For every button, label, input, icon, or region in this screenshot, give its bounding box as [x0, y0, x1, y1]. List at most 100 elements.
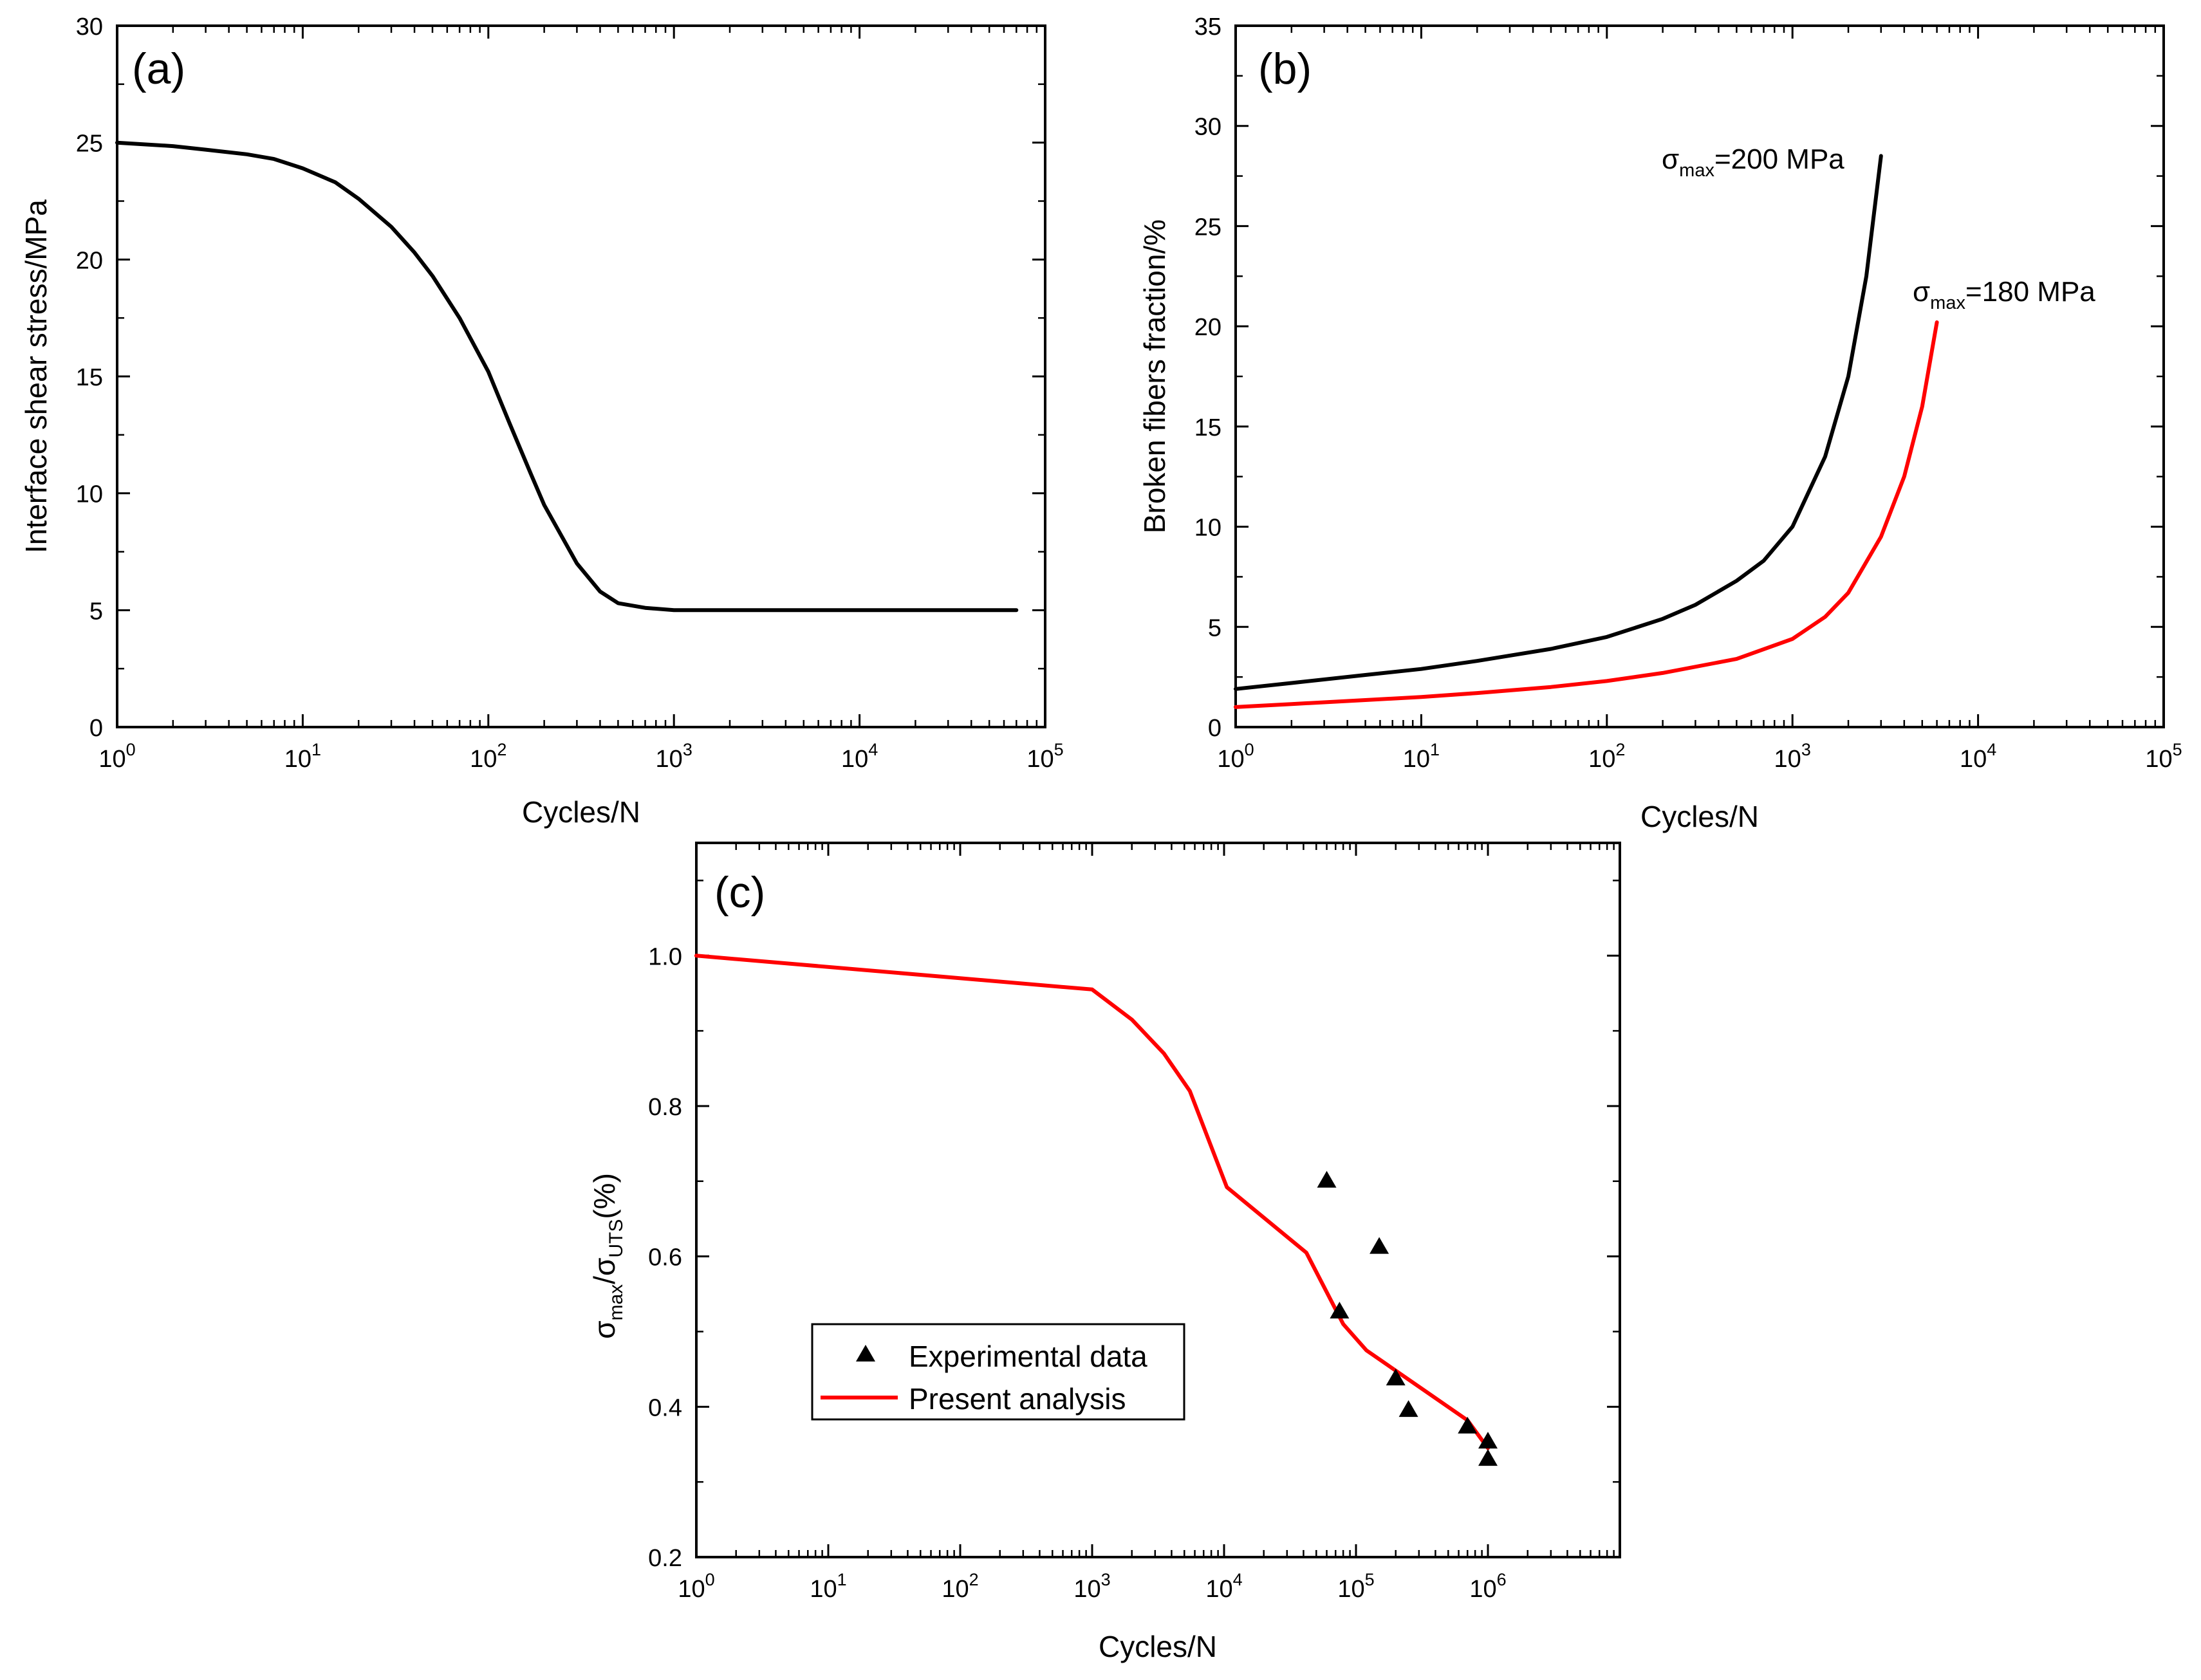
panel-b-x-axis-title: Cycles/N	[1640, 800, 1759, 833]
x-tick-label: 100	[678, 1570, 714, 1603]
series-line	[694, 954, 1490, 1450]
panel-c-x-axis-title: Cycles/N	[1099, 1630, 1217, 1663]
panel-b-y-axis-title: Broken fibers fraction/%	[1138, 219, 1171, 533]
panel-c-y-axis-title: σmax/σUTS(%)	[588, 1173, 627, 1339]
x-tick-base: 10	[1337, 1576, 1364, 1603]
x-tick-exponent: 2	[969, 1570, 979, 1589]
panel-b-label: (b)	[1258, 44, 1312, 93]
x-tick-label: 101	[810, 1570, 846, 1603]
x-tick-label: 104	[1960, 740, 1996, 773]
x-tick-base: 10	[470, 746, 497, 773]
x-tick-label: 105	[1337, 1570, 1374, 1603]
x-tick-exponent: 4	[1233, 1570, 1243, 1589]
x-tick-exponent: 1	[1430, 740, 1440, 759]
y-tick-label: 30	[76, 14, 103, 41]
legend-label-experimental: Experimental data	[909, 1340, 1147, 1373]
ylabel-sub-max: max	[606, 1284, 627, 1321]
x-tick-exponent: 3	[1801, 740, 1811, 759]
y-tick-label: 35	[1194, 14, 1221, 41]
x-tick-label: 101	[284, 740, 321, 773]
x-tick-label: 103	[656, 740, 692, 773]
y-tick-label: 0.4	[648, 1394, 682, 1421]
x-tick-label: 105	[1026, 740, 1063, 773]
experimental-data-point	[1478, 1449, 1498, 1466]
annotation-value: =200 MPa	[1714, 143, 1844, 175]
x-tick-exponent: 0	[705, 1570, 715, 1589]
x-tick-exponent: 1	[837, 1570, 847, 1589]
legend-marker-triangle	[856, 1345, 875, 1362]
legend-box	[811, 1323, 1185, 1421]
y-tick-label: 25	[76, 131, 103, 158]
y-tick-label: 20	[1194, 314, 1221, 341]
y-tick-label: 30	[1194, 114, 1221, 141]
experimental-data-point	[1317, 1170, 1337, 1188]
x-tick-exponent: 2	[1615, 740, 1625, 759]
x-tick-label: 101	[1403, 740, 1440, 773]
panel-b-annotation-180mpa: σmax=180 MPa	[1913, 276, 2095, 313]
panel-a-x-axis-title: Cycles/N	[522, 795, 640, 829]
x-tick-base: 10	[1217, 746, 1244, 773]
panel-c-plot-frame	[695, 842, 1621, 1558]
x-tick-base: 10	[2145, 746, 2172, 773]
x-tick-base: 10	[1960, 746, 1987, 773]
series-line	[115, 140, 1019, 613]
x-tick-base: 10	[1026, 746, 1054, 773]
x-tick-base: 10	[1073, 1576, 1100, 1603]
x-tick-base: 10	[678, 1576, 705, 1603]
panel-b-annotation-200mpa: σmax=200 MPa	[1662, 143, 1844, 181]
y-tick-label: 0.2	[648, 1545, 682, 1572]
x-tick-exponent: 1	[311, 740, 321, 759]
series-line	[1234, 320, 1939, 709]
x-tick-exponent: 4	[1987, 740, 1996, 759]
x-tick-exponent: 5	[1365, 1570, 1375, 1589]
x-tick-base: 10	[1774, 746, 1801, 773]
panel-c-series	[694, 954, 1498, 1466]
x-tick-base: 10	[1403, 746, 1430, 773]
experimental-data-point	[1458, 1416, 1478, 1434]
y-tick-label: 25	[1194, 214, 1221, 241]
y-tick-label: 10	[76, 481, 103, 508]
x-tick-label: 102	[1588, 740, 1625, 773]
x-tick-exponent: 6	[1497, 1570, 1507, 1589]
x-tick-base: 10	[656, 746, 683, 773]
y-tick-label: 10	[1194, 515, 1221, 542]
annotation-subscript: max	[1930, 293, 1965, 313]
panel-b-series	[1234, 154, 1939, 709]
y-tick-label: 5	[89, 598, 103, 625]
x-tick-base: 10	[284, 746, 311, 773]
x-tick-base: 10	[1205, 1576, 1232, 1603]
y-tick-label: 20	[76, 247, 103, 274]
y-tick-label: 0	[89, 715, 103, 742]
panel-a-label: (a)	[132, 44, 185, 93]
x-tick-label: 102	[470, 740, 506, 773]
x-tick-exponent: 3	[1101, 1570, 1111, 1589]
x-tick-exponent: 2	[497, 740, 506, 759]
x-tick-exponent: 5	[2173, 740, 2182, 759]
ylabel-percent: (%)	[588, 1173, 621, 1219]
x-tick-base: 10	[98, 746, 125, 773]
x-tick-label: 106	[1469, 1570, 1506, 1603]
x-tick-base: 10	[942, 1576, 969, 1603]
panel-c-legend: Experimental data Present analysis	[811, 1323, 1185, 1421]
x-tick-base: 10	[1588, 746, 1615, 773]
series-line	[1234, 154, 1883, 691]
x-tick-label: 105	[2145, 740, 2182, 773]
ylabel-slash-sigma: /σ	[588, 1258, 621, 1284]
y-tick-label: 15	[1194, 414, 1221, 441]
annotation-sigma-symbol: σ	[1913, 276, 1930, 308]
x-tick-label: 100	[98, 740, 135, 773]
annotation-subscript: max	[1679, 160, 1714, 181]
x-tick-base: 10	[810, 1576, 837, 1603]
experimental-data-point	[1478, 1432, 1498, 1449]
y-tick-label: 0	[1208, 715, 1221, 742]
x-tick-label: 104	[1205, 1570, 1242, 1603]
x-tick-label: 103	[1073, 1570, 1110, 1603]
panel-c-label: (c)	[714, 868, 765, 917]
experimental-data-point	[1370, 1237, 1389, 1254]
experimental-data-point	[1330, 1302, 1350, 1319]
